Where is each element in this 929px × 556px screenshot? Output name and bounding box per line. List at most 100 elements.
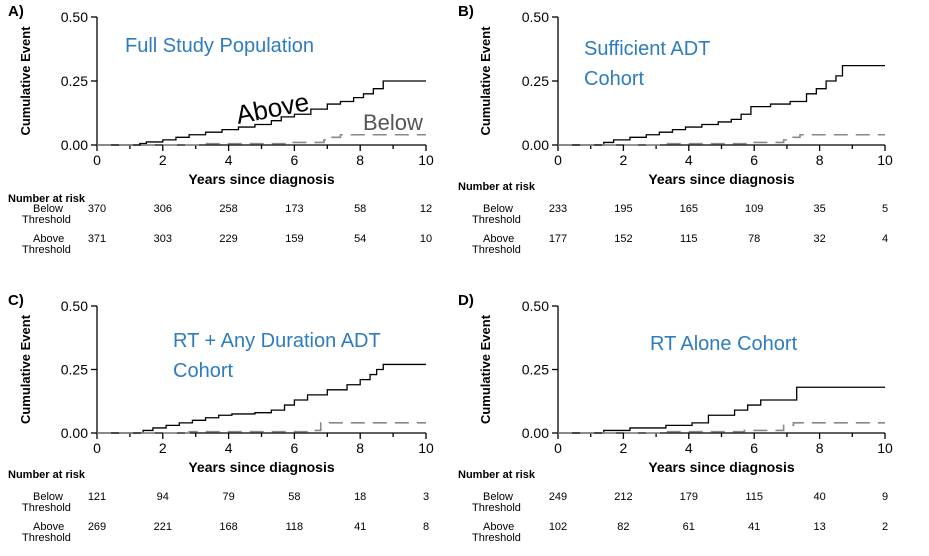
y-tick-label: 0.50	[61, 298, 88, 314]
risk-value: 173	[285, 203, 303, 215]
x-tick-label: 8	[816, 440, 824, 456]
risk-value: 2	[882, 521, 888, 533]
risk-value: 79	[222, 491, 234, 503]
risk-table-header: Number at risk	[8, 469, 86, 481]
y-tick-label: 0.25	[522, 73, 549, 89]
risk-value: 303	[154, 233, 172, 245]
x-tick-label: 10	[877, 440, 893, 456]
risk-value: 371	[88, 233, 106, 245]
risk-row-label: Threshold	[22, 502, 71, 514]
risk-value: 249	[549, 491, 567, 503]
y-tick-label: 0.25	[522, 362, 549, 378]
x-tick-label: 0	[93, 152, 101, 168]
risk-value: 82	[617, 521, 629, 533]
risk-value: 159	[285, 233, 303, 245]
series-above-line	[97, 363, 426, 434]
cohort-title-line-1: RT + Any Duration ADT	[173, 330, 381, 352]
y-axis-label: Cumulative Event	[18, 26, 33, 136]
risk-value: 9	[882, 491, 888, 503]
cohort-title-line-2: Cohort	[584, 68, 644, 90]
series-above-line	[558, 386, 885, 434]
risk-row-label: Threshold	[472, 244, 521, 256]
risk-value: 221	[154, 521, 172, 533]
risk-table-header: Number at risk	[458, 469, 536, 481]
y-tick-label: 0.50	[522, 298, 549, 314]
cohort-title-line-1: Sufficient ADT	[584, 38, 710, 60]
y-axis-label: Cumulative Event	[18, 314, 33, 424]
risk-row-label: Below	[33, 491, 63, 503]
risk-value: 32	[813, 233, 825, 245]
x-tick-label: 6	[750, 152, 758, 168]
series-above-line	[558, 64, 885, 146]
risk-value: 54	[354, 233, 366, 245]
risk-row-label: Above	[33, 521, 64, 533]
risk-value: 12	[420, 203, 432, 215]
y-tick-label: 0.25	[61, 73, 88, 89]
risk-value: 41	[354, 521, 366, 533]
x-axis-label: Years since diagnosis	[188, 171, 335, 187]
series-below-line	[558, 422, 885, 434]
risk-row-label: Threshold	[22, 214, 71, 226]
panel-letter: C)	[8, 292, 24, 309]
panel-letter: A)	[8, 3, 24, 20]
x-tick-label: 4	[225, 440, 233, 456]
cohort-title-line-2: Cohort	[173, 360, 233, 382]
risk-row-label: Threshold	[472, 502, 521, 514]
risk-value: 10	[420, 233, 432, 245]
risk-row-label: Threshold	[22, 244, 71, 256]
risk-value: 40	[813, 491, 825, 503]
risk-row-label: Above	[483, 233, 514, 245]
x-tick-label: 8	[356, 440, 364, 456]
risk-row-label: Above	[33, 233, 64, 245]
y-axis-label: Cumulative Event	[478, 314, 493, 424]
panel-1: A) 0.00 0.25 0.50 0 2 4 6 8 10 Years since diagnos…	[8, 3, 434, 256]
series-above-line	[97, 80, 426, 146]
risk-value: 109	[745, 203, 763, 215]
y-axis-label: Cumulative Event	[478, 26, 493, 136]
x-tick-label: 4	[225, 152, 233, 168]
risk-value: 168	[219, 521, 237, 533]
risk-value: 58	[288, 491, 300, 503]
panel-4: D) 0.00 0.25 0.50 0 2 4 6 8 10 Years since diagnos…	[458, 292, 893, 544]
x-axis-label: Years since diagnosis	[648, 459, 795, 475]
risk-value: 8	[423, 521, 429, 533]
risk-row-label: Above	[483, 521, 514, 533]
risk-value: 258	[219, 203, 237, 215]
x-tick-label: 2	[159, 440, 167, 456]
risk-value: 269	[88, 521, 106, 533]
risk-value: 78	[748, 233, 760, 245]
risk-row-label: Threshold	[472, 214, 521, 226]
risk-value: 121	[88, 491, 106, 503]
risk-value: 152	[614, 233, 632, 245]
x-tick-label: 2	[620, 152, 628, 168]
risk-row-label: Below	[33, 203, 63, 215]
risk-value: 229	[219, 233, 237, 245]
panel-letter: D)	[458, 292, 474, 309]
y-tick-label: 0.50	[522, 9, 549, 25]
x-tick-label: 0	[554, 440, 562, 456]
risk-value: 212	[614, 491, 632, 503]
y-tick-label: 0.25	[61, 362, 88, 378]
panel-2: B) 0.00 0.25 0.50 0 2 4 6 8 10 Years since diagnos…	[458, 3, 893, 256]
risk-value: 118	[286, 521, 304, 533]
risk-value: 179	[680, 491, 698, 503]
x-axis-label: Years since diagnosis	[188, 459, 335, 475]
x-tick-label: 6	[291, 440, 299, 456]
x-tick-label: 4	[685, 152, 693, 168]
x-tick-label: 4	[685, 440, 693, 456]
y-tick-label: 0.00	[61, 425, 88, 441]
risk-value: 41	[748, 521, 760, 533]
risk-value: 195	[614, 203, 632, 215]
risk-value: 3	[423, 491, 429, 503]
panel-letter: B)	[458, 3, 474, 20]
risk-value: 115	[745, 491, 763, 503]
x-tick-label: 8	[356, 152, 364, 168]
x-tick-label: 0	[93, 440, 101, 456]
risk-value: 115	[680, 233, 698, 245]
series-below-line	[97, 133, 426, 146]
x-tick-label: 10	[418, 152, 434, 168]
x-tick-label: 6	[291, 152, 299, 168]
y-tick-label: 0.00	[522, 425, 549, 441]
x-tick-label: 8	[816, 152, 824, 168]
risk-value: 35	[813, 203, 825, 215]
